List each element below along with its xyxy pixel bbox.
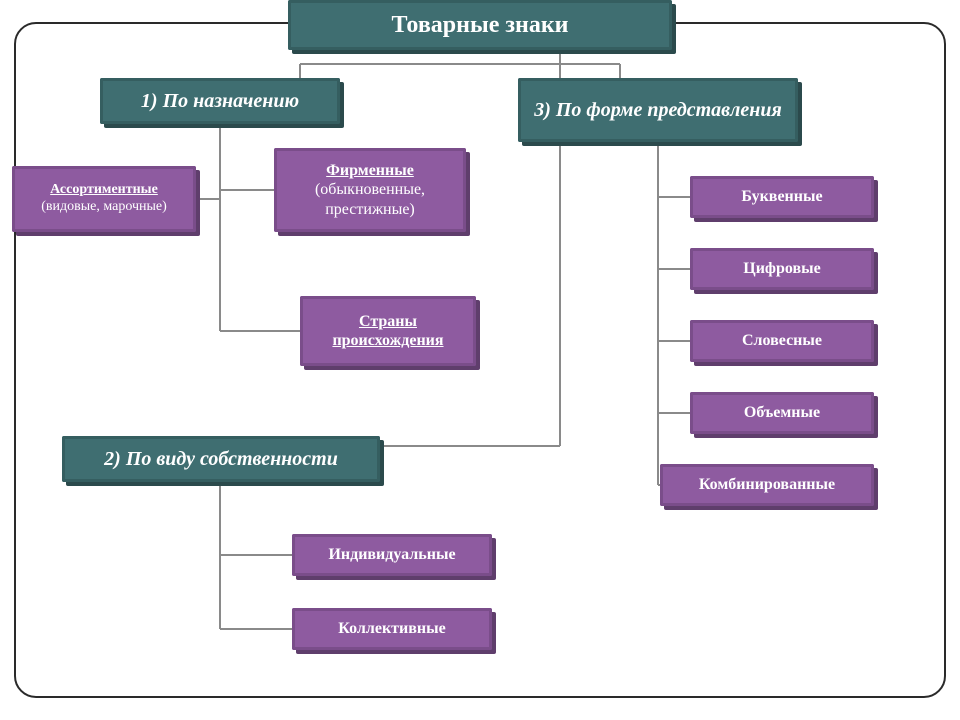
node-cat3: 3) По форме представления bbox=[518, 78, 798, 142]
node-n3b-label: Цифровые bbox=[743, 259, 820, 278]
node-n1b: Фирменные(обыкновенные, престижные) bbox=[274, 148, 466, 232]
node-n3b: Цифровые bbox=[690, 248, 874, 290]
node-n2a: Индивидуальные bbox=[292, 534, 492, 576]
node-cat1: 1) По назначению bbox=[100, 78, 340, 124]
node-n2b: Коллективные bbox=[292, 608, 492, 650]
node-n1c-title: Страны происхождения bbox=[310, 312, 466, 350]
node-n1b-subtitle: (обыкновенные, престижные) bbox=[284, 180, 456, 218]
node-root-label: Товарные знаки bbox=[392, 11, 569, 40]
node-n3c-label: Словесные bbox=[742, 331, 822, 350]
node-cat3-label: 3) По форме представления bbox=[534, 98, 782, 122]
node-n3d-label: Объемные bbox=[744, 403, 820, 422]
node-n2a-label: Индивидуальные bbox=[328, 545, 455, 564]
node-n1a: Ассортиментные(видовые, марочные) bbox=[12, 166, 196, 232]
node-n1b-title: Фирменные bbox=[284, 161, 456, 180]
node-n3d: Объемные bbox=[690, 392, 874, 434]
node-root: Товарные знаки bbox=[288, 0, 672, 50]
node-n3e: Комбинированные bbox=[660, 464, 874, 506]
node-n3e-label: Комбинированные bbox=[699, 475, 835, 494]
node-n1a-title: Ассортиментные bbox=[41, 182, 167, 199]
node-n1c: Страны происхождения bbox=[300, 296, 476, 366]
node-n2b-label: Коллективные bbox=[338, 619, 445, 638]
node-n3c: Словесные bbox=[690, 320, 874, 362]
node-n1a-subtitle: (видовые, марочные) bbox=[41, 199, 167, 216]
node-n3a-label: Буквенные bbox=[741, 187, 822, 206]
node-cat1-label: 1) По назначению bbox=[141, 89, 299, 113]
node-cat2: 2) По виду собственности bbox=[62, 436, 380, 482]
node-cat2-label: 2) По виду собственности bbox=[104, 447, 338, 471]
node-n3a: Буквенные bbox=[690, 176, 874, 218]
